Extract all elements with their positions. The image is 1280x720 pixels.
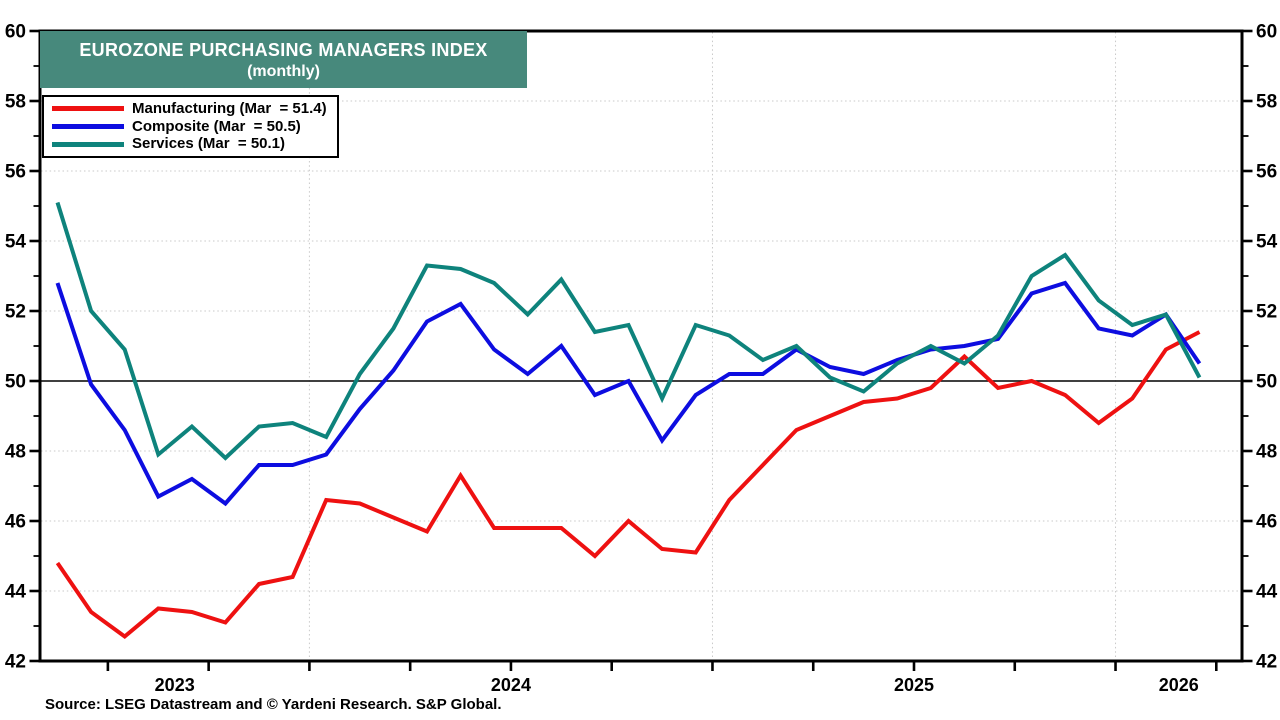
- plot-frame: [38, 29, 1244, 663]
- series-line-services: [55, 201, 1202, 461]
- y-axis-label-left: 48: [5, 442, 26, 463]
- legend-swatch-composite: [52, 124, 124, 129]
- y-axis-label-left: 56: [5, 162, 26, 183]
- y-axis-label-right: 42: [1256, 652, 1277, 673]
- series-line-manufacturing: [55, 330, 1201, 640]
- y-axis-label-left: 60: [5, 22, 26, 43]
- chart-subtitle: (monthly): [247, 62, 320, 80]
- y-axis-label-left: 58: [5, 92, 26, 113]
- y-axis-label-right: 52: [1256, 302, 1277, 323]
- y-axis-label-right: 54: [1256, 232, 1278, 253]
- legend-swatch-manufacturing: [52, 106, 124, 112]
- source-attribution: Source: LSEG Datastream and © Yardeni Re…: [45, 696, 502, 713]
- y-axis-label-right: 48: [1256, 442, 1277, 463]
- y-axis-label-right: 46: [1256, 512, 1277, 533]
- x-axis-year-label: 2025: [894, 675, 934, 695]
- y-axis-label-left: 46: [5, 512, 26, 533]
- y-axis-label-left: 52: [5, 302, 26, 323]
- legend-swatch-services: [52, 141, 124, 147]
- y-axis-label-left: 44: [5, 582, 27, 603]
- y-axis-label-right: 50: [1256, 372, 1277, 393]
- legend-label: Services (Mar = 50.1): [132, 135, 286, 153]
- chart-title: EUROZONE PURCHASING MANAGERS INDEX: [79, 39, 488, 60]
- legend-item-composite: Composite (Mar = 50.5): [52, 117, 337, 135]
- legend-label: Manufacturing (Mar = 51.4): [132, 99, 327, 117]
- legend-label: Composite (Mar = 50.5): [132, 117, 301, 135]
- legend-item-manufacturing: Manufacturing (Mar = 51.4): [52, 99, 337, 117]
- legend: Manufacturing (Mar = 51.4) Composite (Mar…: [42, 95, 339, 158]
- chart-title-box: EUROZONE PURCHASING MANAGERS INDEX (mont…: [40, 31, 527, 88]
- y-axis-label-left: 54: [5, 232, 27, 253]
- y-axis-label-right: 44: [1256, 582, 1278, 603]
- y-axis-label-right: 60: [1256, 22, 1277, 43]
- x-axis-year-label: 2024: [491, 675, 531, 695]
- x-axis-year-label: 2023: [155, 675, 195, 695]
- y-axis-label-left: 50: [5, 372, 26, 393]
- x-axis-year-label: 2026: [1159, 675, 1199, 695]
- y-axis-label-right: 58: [1256, 92, 1277, 113]
- y-axis-label-left: 42: [5, 652, 26, 673]
- series-line-composite: [55, 280, 1202, 507]
- legend-item-services: Services (Mar = 50.1): [52, 136, 337, 152]
- y-axis-label-right: 56: [1256, 162, 1277, 183]
